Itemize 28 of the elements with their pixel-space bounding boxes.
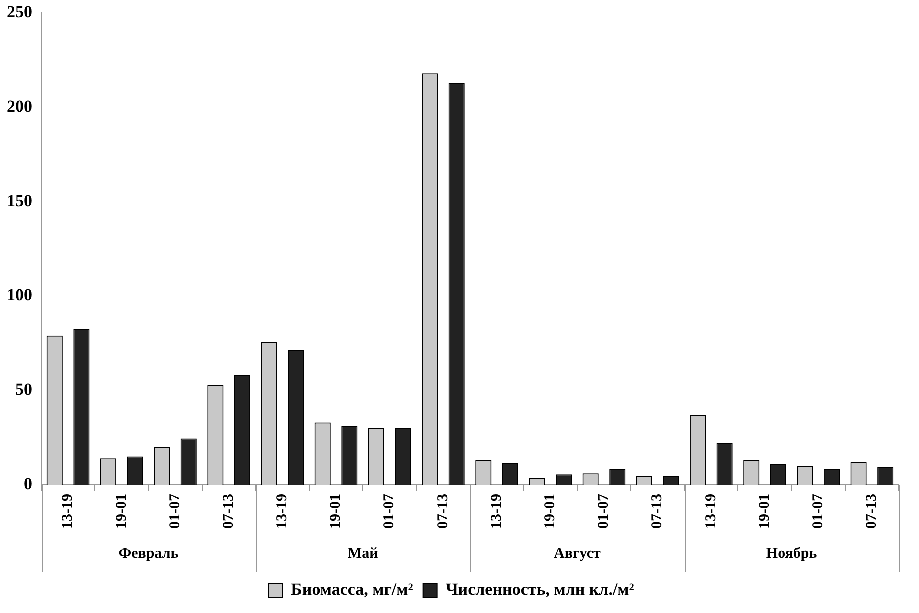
x-tick-label: 19-01 bbox=[114, 494, 130, 530]
text: Февраль bbox=[118, 546, 179, 562]
x-tick-label: 07-13 bbox=[435, 494, 452, 530]
x-tick-label: 07-13 bbox=[220, 494, 237, 530]
x-tick-label: 07-13 bbox=[650, 494, 666, 530]
text: Май bbox=[348, 546, 379, 562]
x-tick-label: 13-19 bbox=[488, 494, 505, 530]
legend-label: Численность, млн кл./м² bbox=[446, 580, 634, 599]
text: Август bbox=[554, 546, 602, 562]
x-tick-label: 19-01 bbox=[542, 494, 559, 530]
y-tick-label: 100 bbox=[7, 286, 32, 305]
y-tick-label: 250 bbox=[7, 2, 32, 22]
x-tick-label: 07-13 bbox=[864, 494, 880, 530]
x-tick-label: 01-07 bbox=[167, 494, 184, 530]
x-tick-label: 13-19 bbox=[703, 494, 720, 530]
x-tick-label: 13-19 bbox=[60, 494, 76, 530]
y-tick-label: 50 bbox=[16, 380, 32, 400]
y-tick-label: 200 bbox=[7, 96, 32, 116]
x-tick-label: 01-07 bbox=[382, 494, 398, 530]
x-tick-label: 01-07 bbox=[810, 494, 826, 530]
text: Ноябрь bbox=[766, 546, 818, 562]
x-tick-label: 19-01 bbox=[756, 494, 773, 530]
y-tick-label: 0 bbox=[24, 474, 32, 494]
x-tick-label: 01-07 bbox=[596, 494, 612, 530]
x-tick-label: 13-19 bbox=[274, 494, 291, 530]
x-tick-label: 19-01 bbox=[328, 494, 344, 530]
y-tick-label: 150 bbox=[7, 191, 32, 210]
legend-label: Биомасса, мг/м² bbox=[291, 580, 414, 599]
